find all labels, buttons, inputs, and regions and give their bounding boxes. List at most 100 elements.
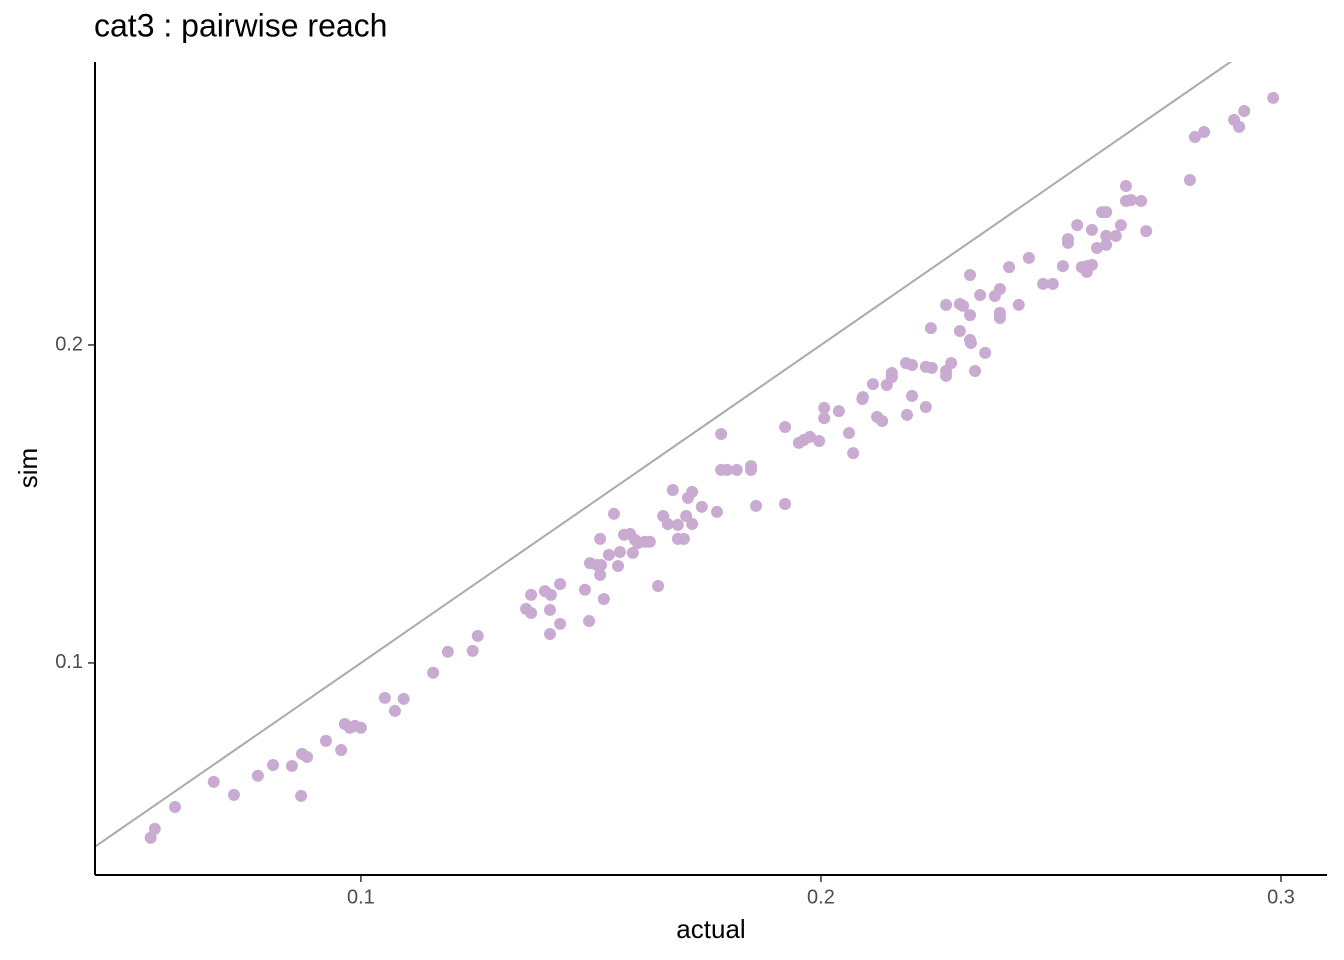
point bbox=[525, 588, 538, 601]
point bbox=[554, 578, 567, 591]
point bbox=[695, 500, 708, 513]
point bbox=[1012, 298, 1025, 311]
point bbox=[750, 499, 763, 512]
point bbox=[721, 463, 734, 476]
point bbox=[602, 548, 615, 561]
point bbox=[1140, 225, 1153, 238]
point bbox=[1233, 120, 1246, 133]
point bbox=[251, 769, 264, 782]
y-axis-title: sim bbox=[13, 448, 43, 488]
point bbox=[595, 558, 608, 571]
point bbox=[818, 401, 831, 414]
point bbox=[885, 366, 898, 379]
point bbox=[207, 775, 220, 788]
point bbox=[397, 692, 410, 705]
point bbox=[993, 283, 1006, 296]
point bbox=[919, 400, 932, 413]
point bbox=[597, 593, 610, 606]
point bbox=[969, 365, 982, 378]
point bbox=[1125, 193, 1138, 206]
point bbox=[847, 447, 860, 460]
point bbox=[1109, 229, 1122, 242]
point bbox=[301, 751, 314, 764]
point bbox=[285, 759, 298, 772]
point bbox=[227, 788, 240, 801]
point bbox=[1100, 206, 1113, 219]
point bbox=[779, 421, 792, 434]
point bbox=[866, 378, 879, 391]
point bbox=[730, 463, 743, 476]
point bbox=[612, 559, 625, 572]
point bbox=[1061, 233, 1074, 246]
point bbox=[525, 607, 538, 620]
point bbox=[906, 389, 919, 402]
point bbox=[924, 322, 937, 335]
point bbox=[544, 588, 557, 601]
point bbox=[1071, 219, 1084, 232]
point bbox=[378, 691, 391, 704]
point bbox=[471, 629, 484, 642]
point bbox=[1198, 125, 1211, 138]
point bbox=[441, 645, 454, 658]
point bbox=[710, 505, 723, 518]
point bbox=[652, 579, 665, 592]
point bbox=[319, 734, 332, 747]
point bbox=[940, 298, 953, 311]
x-tick-label: 0.1 bbox=[347, 886, 375, 908]
point bbox=[554, 617, 567, 630]
point bbox=[594, 568, 607, 581]
plot-area bbox=[95, 62, 1280, 848]
point bbox=[832, 405, 845, 418]
reference-line bbox=[95, 62, 1233, 848]
point bbox=[1037, 277, 1050, 290]
point bbox=[1114, 219, 1127, 232]
point bbox=[1085, 223, 1098, 236]
point bbox=[993, 311, 1006, 324]
point bbox=[626, 546, 639, 559]
point bbox=[578, 583, 591, 596]
x-tick-label: 0.2 bbox=[807, 886, 835, 908]
point bbox=[925, 361, 938, 374]
point bbox=[1135, 194, 1148, 207]
point bbox=[335, 744, 348, 757]
point bbox=[1003, 261, 1016, 274]
point bbox=[686, 485, 699, 498]
point bbox=[818, 412, 831, 425]
point bbox=[876, 414, 889, 427]
point bbox=[671, 518, 684, 531]
point bbox=[661, 517, 674, 530]
point bbox=[1022, 251, 1035, 264]
point bbox=[813, 434, 826, 447]
point bbox=[1085, 258, 1098, 271]
point bbox=[745, 463, 758, 476]
point bbox=[295, 789, 308, 802]
point bbox=[607, 507, 620, 520]
point bbox=[543, 627, 556, 640]
point bbox=[388, 704, 401, 717]
point bbox=[953, 324, 966, 337]
point bbox=[169, 800, 182, 813]
point bbox=[686, 517, 699, 530]
point bbox=[1100, 229, 1113, 242]
point bbox=[856, 391, 869, 404]
x-tick-label: 0.3 bbox=[1267, 886, 1295, 908]
point bbox=[466, 644, 479, 657]
point bbox=[666, 483, 679, 496]
point bbox=[1267, 91, 1280, 104]
x-axis-title: actual bbox=[676, 914, 745, 944]
point bbox=[979, 346, 992, 359]
point bbox=[1119, 180, 1132, 193]
point bbox=[974, 289, 987, 302]
point bbox=[354, 721, 367, 734]
y-tick-label: 0.2 bbox=[55, 333, 83, 355]
point bbox=[1056, 260, 1069, 273]
point bbox=[1090, 242, 1103, 255]
point bbox=[1100, 238, 1113, 251]
point bbox=[677, 532, 690, 545]
point bbox=[594, 532, 607, 545]
point bbox=[900, 408, 913, 421]
point bbox=[148, 822, 161, 835]
point bbox=[964, 337, 977, 350]
